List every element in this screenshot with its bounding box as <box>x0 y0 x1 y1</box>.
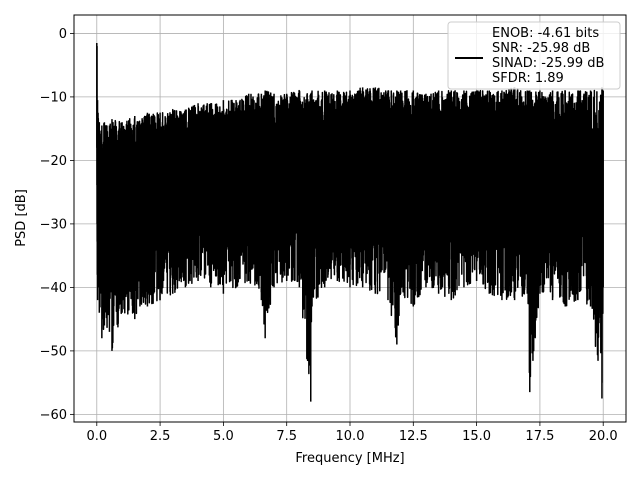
x-tick-label: 7.5 <box>276 429 297 444</box>
legend-line-3: SINAD: -25.99 dB <box>492 56 604 71</box>
x-tick-label: 17.5 <box>525 429 554 444</box>
y-axis-label: PSD [dB] <box>14 189 29 247</box>
legend: ENOB: -4.61 bits SNR: -25.98 dB SINAD: -… <box>447 21 621 90</box>
x-tick-label: 20.0 <box>589 429 618 444</box>
x-tick-label: 5.0 <box>213 429 234 444</box>
x-tick-label: 15.0 <box>462 429 491 444</box>
y-tick-label: −10 <box>40 90 67 105</box>
y-tick-label: −50 <box>40 344 67 359</box>
x-tick-label: 12.5 <box>399 429 428 444</box>
y-tick-label: −60 <box>40 408 67 423</box>
legend-box <box>447 21 621 90</box>
axis-ticks: 0.0 2.5 5.0 7.5 10.0 12.5 15.0 17.5 20.0 0 −10 −20 −… <box>40 27 618 444</box>
y-tick-label: 0 <box>59 27 67 42</box>
psd-trace <box>96 42 604 402</box>
legend-line-4: SFDR: 1.89 <box>492 71 564 86</box>
x-tick-label: 10.0 <box>336 429 365 444</box>
y-tick-label: −20 <box>40 154 67 169</box>
legend-line-2: SNR: -25.98 dB <box>492 41 590 56</box>
x-axis-label: Frequency [MHz] <box>295 451 404 466</box>
x-tick-label: 2.5 <box>150 429 171 444</box>
x-tick-label: 0.0 <box>86 429 107 444</box>
psd-series <box>96 42 604 402</box>
y-tick-label: −30 <box>40 217 67 232</box>
y-tick-label: −40 <box>40 281 67 296</box>
legend-line-1: ENOB: -4.61 bits <box>492 26 599 41</box>
